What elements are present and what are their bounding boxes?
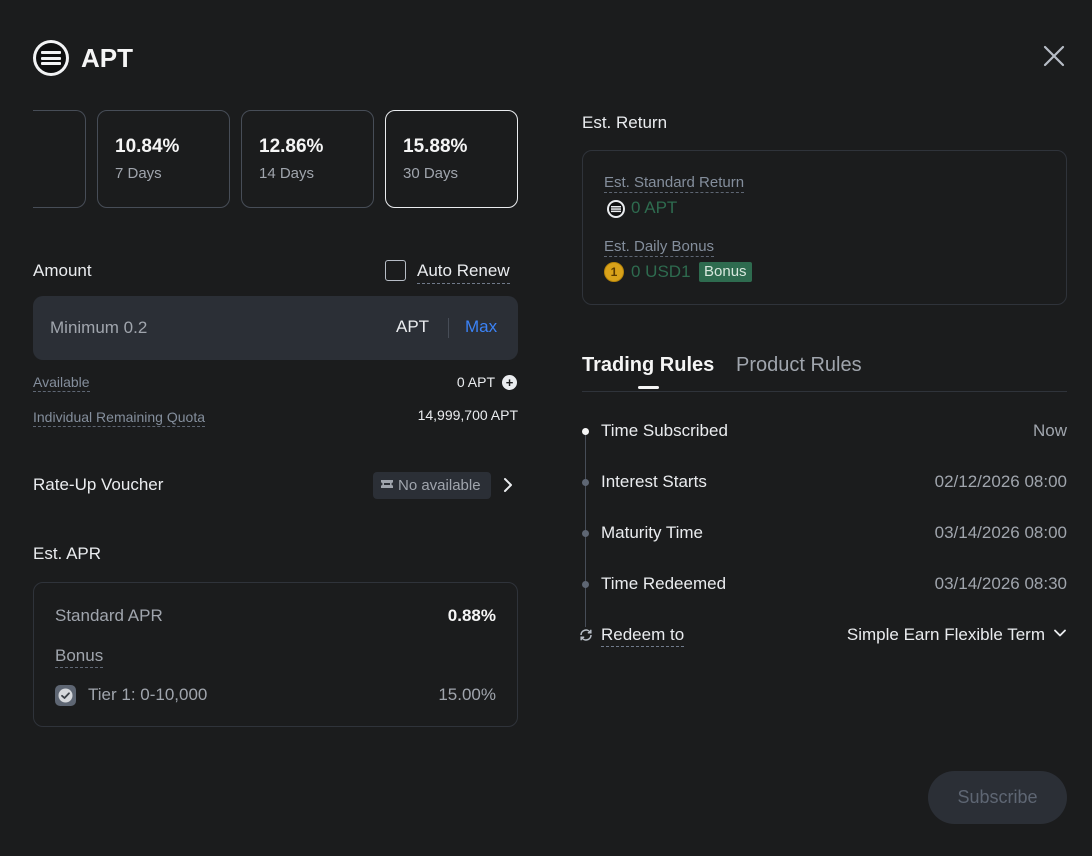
plus-circle-icon[interactable]: + <box>502 375 517 390</box>
amount-input[interactable] <box>50 316 350 340</box>
standard-apr-label: Standard APR <box>55 606 163 625</box>
est-daily-bonus-label: Est. Daily Bonus <box>604 238 715 257</box>
est-return-card <box>582 150 1067 305</box>
est-return-title: Est. Return <box>582 113 668 132</box>
tier-label: Tier 1: 0-10,000 <box>88 685 208 704</box>
redeem-to-select[interactable]: Simple Earn Flexible Term <box>847 625 1067 645</box>
available-value: 0 APT <box>456 374 495 390</box>
bonus-tag: Bonus <box>699 262 752 282</box>
tab-indicator <box>638 386 659 389</box>
standard-apr-value: 0.88% <box>447 606 496 625</box>
quota-label: Individual Remaining Quota <box>33 409 205 427</box>
rule-label: Maturity Time <box>601 523 704 542</box>
rule-label: Time Redeemed <box>601 574 727 593</box>
chevron-down-icon <box>1053 625 1067 645</box>
term-apr: 10.84% <box>115 136 180 157</box>
max-button[interactable]: Max <box>465 317 498 336</box>
close-icon[interactable] <box>1040 42 1068 70</box>
subscribe-button[interactable]: Subscribe <box>928 771 1067 824</box>
term-card-7-days[interactable]: 10.84% 7 Days <box>97 110 230 208</box>
term-days: 30 Days <box>403 165 459 182</box>
term-apr: 15.88% <box>403 136 468 157</box>
voucher-label: Rate-Up Voucher <box>33 475 164 494</box>
est-standard-return-label: Est. Standard Return <box>604 174 745 193</box>
aptos-logo-icon <box>33 40 69 76</box>
est-apr-card <box>33 582 518 727</box>
redeem-to-label: Redeem to <box>601 625 685 647</box>
timeline-dot <box>582 479 589 486</box>
page-title: APT <box>81 43 133 73</box>
available-label: Available <box>33 374 90 392</box>
est-daily-bonus-value: 0 USD1 <box>631 262 691 281</box>
tab-divider <box>582 391 1067 392</box>
rule-value: Now <box>1032 421 1067 440</box>
tier-value: 15.00% <box>438 685 496 704</box>
rule-value: 03/14/2026 08:30 <box>934 574 1067 593</box>
usd1-coin-icon: 1 <box>604 262 624 282</box>
term-apr: 12.86% <box>259 136 324 157</box>
term-days: 14 Days <box>259 165 315 182</box>
amount-label: Amount <box>33 261 92 280</box>
quota-value: 14,999,700 APT <box>417 407 518 423</box>
divider <box>448 318 449 338</box>
rule-value: 03/14/2026 08:00 <box>934 523 1067 542</box>
tab-trading-rules[interactable]: Trading Rules <box>582 354 715 376</box>
term-card-previous[interactable] <box>33 110 86 208</box>
est-apr-title: Est. APR <box>33 544 102 563</box>
tab-product-rules[interactable]: Product Rules <box>736 354 862 376</box>
timeline-dot <box>582 428 589 435</box>
term-days: 7 Days <box>115 165 162 182</box>
redeem-to-value: Simple Earn Flexible Term <box>846 625 1045 644</box>
refresh-icon <box>578 627 594 643</box>
auto-renew-label[interactable]: Auto Renew <box>417 261 510 284</box>
term-card-30-days[interactable]: 15.88% 30 Days <box>385 110 518 208</box>
auto-renew-checkbox[interactable] <box>385 260 406 281</box>
voucher-status[interactable]: No available <box>373 472 491 499</box>
est-standard-return-value: 0 APT <box>631 198 678 217</box>
aptos-coin-icon <box>607 200 625 218</box>
bonus-label: Bonus <box>55 646 104 668</box>
timeline-dot <box>582 581 589 588</box>
check-icon <box>55 685 76 706</box>
chevron-right-icon[interactable] <box>500 476 516 494</box>
term-card-14-days[interactable]: 12.86% 14 Days <box>241 110 374 208</box>
amount-unit: APT <box>396 317 430 336</box>
rule-label: Time Subscribed <box>601 421 728 440</box>
rule-label: Interest Starts <box>601 472 707 491</box>
ticket-icon <box>380 477 394 494</box>
rule-value: 02/12/2026 08:00 <box>934 472 1067 491</box>
timeline-dot <box>582 530 589 537</box>
voucher-status-text: No available <box>398 477 481 494</box>
